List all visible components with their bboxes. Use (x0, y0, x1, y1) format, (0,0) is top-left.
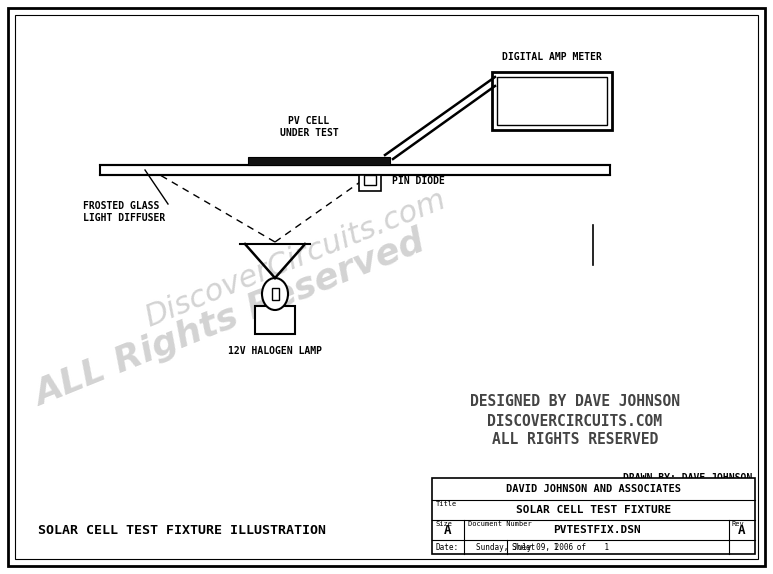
Text: A: A (444, 523, 451, 537)
Bar (255, 306, 295, 334)
Text: DAVID JOHNSON AND ASSOCIATES: DAVID JOHNSON AND ASSOCIATES (506, 484, 681, 494)
Bar (364, 175, 376, 185)
Text: Size: Size (436, 521, 453, 527)
Bar (248, 157, 390, 165)
Text: SOLAR CELL TEST FIXTURE: SOLAR CELL TEST FIXTURE (516, 505, 671, 515)
Bar (497, 77, 607, 125)
Text: DISCOVERCIRCUITS.COM: DISCOVERCIRCUITS.COM (488, 413, 662, 429)
Text: PV CELL
UNDER TEST: PV CELL UNDER TEST (280, 116, 339, 138)
Text: 12V HALOGEN LAMP: 12V HALOGEN LAMP (228, 346, 322, 356)
Text: Sunday, July 09, 2006: Sunday, July 09, 2006 (476, 542, 573, 552)
Text: Title: Title (436, 501, 458, 507)
Text: 1.999 A: 1.999 A (517, 92, 587, 110)
Text: PIN DIODE: PIN DIODE (392, 176, 445, 186)
Text: DESIGNED BY DAVE JOHNSON: DESIGNED BY DAVE JOHNSON (470, 394, 680, 409)
Bar (100, 165, 610, 175)
Text: Document Number: Document Number (468, 521, 532, 527)
Text: ALL Rights Reserved: ALL Rights Reserved (29, 225, 431, 413)
Text: DiscoverCircuits.com: DiscoverCircuits.com (140, 185, 450, 333)
Bar (359, 175, 381, 191)
Bar (271, 288, 278, 300)
Text: Date:: Date: (435, 542, 458, 552)
Bar (432, 478, 755, 554)
Text: DRAWN BY: DAVE JOHNSON: DRAWN BY: DAVE JOHNSON (623, 473, 752, 483)
Text: FROSTED GLASS
LIGHT DIFFUSER: FROSTED GLASS LIGHT DIFFUSER (83, 201, 165, 223)
Text: PVTESTFIX.DSN: PVTESTFIX.DSN (553, 525, 640, 535)
Ellipse shape (262, 278, 288, 310)
Text: DIGITAL AMP METER: DIGITAL AMP METER (502, 52, 602, 62)
Text: A: A (738, 523, 746, 537)
Text: ALL RIGHTS RESERVED: ALL RIGHTS RESERVED (492, 432, 658, 448)
Text: Rev: Rev (732, 521, 744, 527)
Bar (492, 72, 612, 130)
Text: Sheet    1    of    1: Sheet 1 of 1 (512, 542, 609, 552)
Text: SOLAR CELL TEST FIXTURE ILLUSTRATION: SOLAR CELL TEST FIXTURE ILLUSTRATION (38, 523, 326, 537)
